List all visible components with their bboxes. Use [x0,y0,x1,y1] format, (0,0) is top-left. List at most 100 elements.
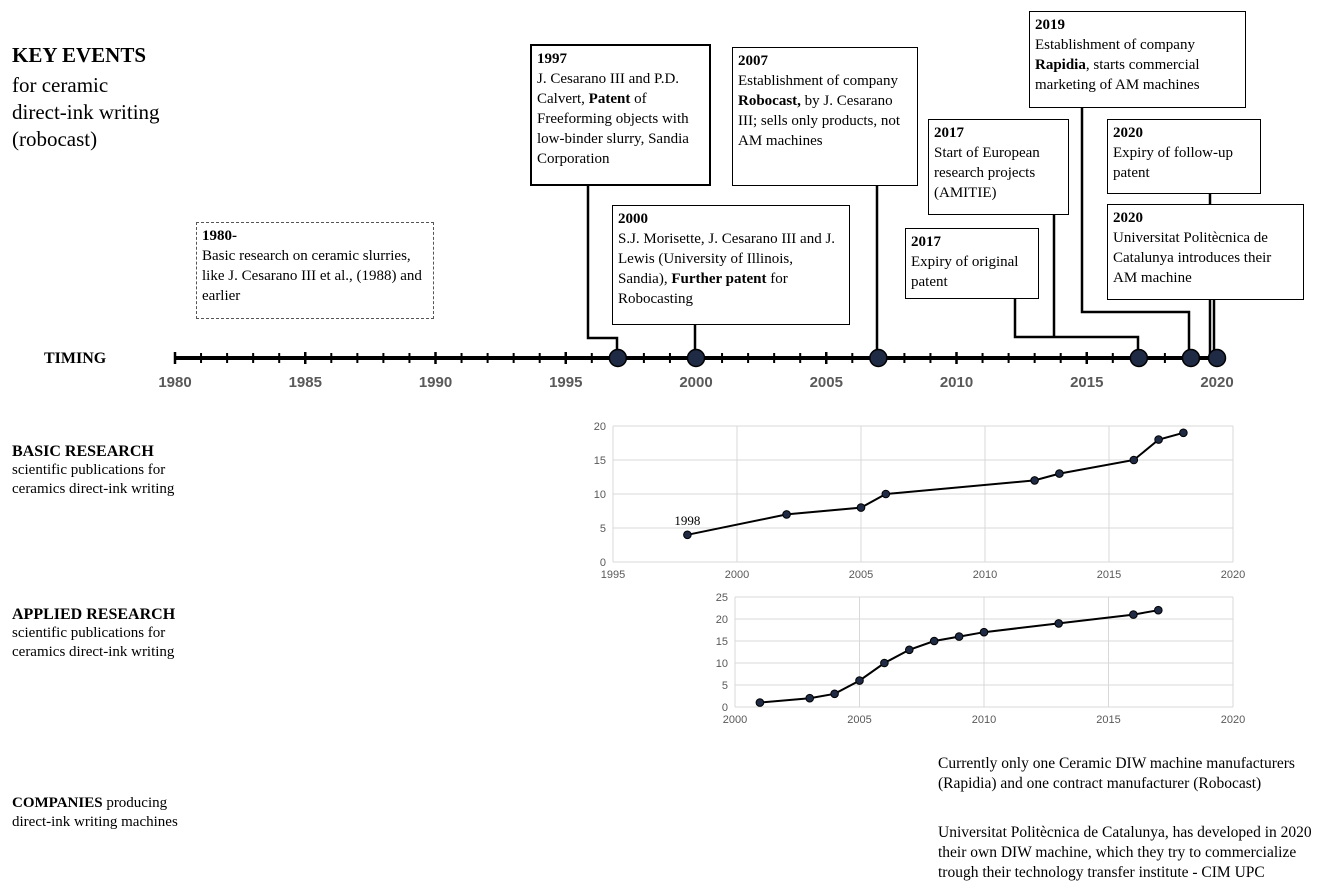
timeline-tick-label: 1980 [158,374,191,391]
chart-y-tick-label: 0 [722,702,728,714]
note-line: trough their technology transfer institu… [938,864,1265,881]
event-year: 2007 [738,53,768,69]
event-text: Start of European research projects (AMI… [934,145,1040,201]
chart-y-tick-label: 0 [600,557,606,569]
applied-research-label: APPLIED RESEARCH scientific publications… [12,606,222,662]
note-upc: Universitat Politècnica de Catalunya, ha… [938,823,1337,883]
chart-y-tick-label: 15 [594,455,606,467]
chart-data-point [855,676,864,685]
timeline-milestone-dot [869,348,888,368]
event-text: J. Cesarano III and P.D. Calvert, [537,71,680,107]
chart-y-tick-label: 20 [716,614,728,626]
chart-data-point [1054,619,1064,628]
chart-x-tick-label: 2000 [723,714,747,726]
subtitle-line: for ceramic [12,73,109,97]
chart-x-tick-label: 2010 [973,569,997,581]
timeline-milestone-dot [1207,348,1227,368]
timeline-tick-label: 2010 [940,374,973,391]
timeline-tick-label: 1995 [549,374,582,391]
timeline-tick-label: 2015 [1070,374,1103,391]
chart-y-tick-label: 25 [716,592,728,604]
section-title: APPLIED RESEARCH [12,606,176,623]
event-2017-projects: 2017 Start of European research projects… [928,119,1069,215]
timeline-tick-label: 2000 [679,374,712,391]
event-text: for Robocasting [618,271,788,307]
section-title-rest: producing [102,795,168,811]
chart-y-tick-label: 15 [716,636,728,648]
note-line: Universitat Politècnica de Catalunya, ha… [938,824,1312,841]
chart-data-point [1179,428,1188,438]
chart-data-point [979,627,989,637]
event-text: Expiry of original patent [911,254,1019,290]
note-line: their own DIW machine, which they try to… [938,844,1297,861]
section-title: COMPANIES [12,795,103,811]
chart-data-point [830,689,839,699]
event-text-bold: Further patent [671,271,767,287]
chart-data-point [929,636,939,646]
timeline-svg: 1980 1985 1990 1995 2000 2005 2010 2015 2020 [158,107,1234,391]
event-text: Basic research on ceramic slurries, like… [202,248,422,304]
chart-annotation: 1998 [674,513,700,528]
chart-y-tick-label: 5 [722,680,728,692]
chart-data-point [954,632,964,641]
event-year: 2020 [1113,210,1143,226]
chart-y-tick-label: 10 [716,658,728,670]
page-subtitle: for ceramic direct-ink writing (robocast… [12,72,232,153]
event-year: 1997 [537,51,567,67]
timeline-tick-label: 1990 [419,374,452,391]
event-year: 2017 [911,234,941,250]
chart-data-point [905,645,914,655]
section-desc: scientific publications for ceramics dir… [12,462,175,497]
event-1997: 1997 J. Cesarano III and P.D. Calvert, P… [530,44,711,186]
chart-data-point [1055,469,1064,478]
chart-y-tick-label: 5 [600,523,606,535]
note-manufacturers: Currently only one Ceramic DIW machine m… [938,754,1295,794]
event-year: 2020 [1113,125,1143,141]
event-text: Establishment of company [738,73,898,89]
chart-data-point [856,503,866,512]
chart-data-point [755,698,765,707]
chart-data-point [881,489,891,499]
timeline-milestone-dot [608,348,628,368]
event-text: of Freeforming objects with low-binder s… [537,91,689,167]
chart-data-point [782,510,791,519]
timeline-tick-label: 2005 [810,374,843,391]
chart-data-point [1129,455,1139,465]
subtitle-line: direct-ink writing [12,100,160,124]
chart-data-point [1154,605,1163,615]
chart-data-point [1030,476,1039,485]
page-title: KEY EVENTS [12,43,147,67]
timeline-tick-label: 1985 [289,374,322,391]
event-text: Universitat Politècnica de Catalunya int… [1113,230,1272,286]
chart-x-tick-label: 2005 [849,569,873,581]
note-line: Currently only one Ceramic DIW machine m… [938,755,1295,772]
event-year: 2019 [1035,17,1065,33]
chart-x-tick-label: 2000 [725,569,749,581]
chart-data-point [683,530,692,540]
event-2020-upc: 2020 Universitat Politècnica de Cataluny… [1107,204,1304,300]
timeline-milestone-dot [1129,348,1149,368]
timeline-tick-label: 2020 [1200,374,1233,391]
basic-research-chart: 0 5 10 15 20 1995 2000 2005 2010 2015 2020 1998 [594,421,1245,581]
chart-data-point [1129,610,1138,619]
chart-x-tick-label: 2020 [1221,714,1245,726]
event-2007: 2007 Establishment of company Robocast, … [732,47,918,186]
chart-series-line [759,609,1159,704]
note-line: (Rapidia) and one contract manufacturer … [938,775,1262,792]
companies-label: COMPANIES producing direct-ink writing m… [12,794,178,832]
chart-x-tick-label: 2015 [1096,714,1120,726]
event-text: S.J. Morisette, J. Cesarano III and J. L… [618,231,836,287]
event-year: 2017 [934,125,964,141]
chart-x-tick-label: 2010 [972,714,996,726]
chart-y-tick-label: 20 [594,421,606,433]
basic-research-label: BASIC RESEARCH scientific publications f… [12,443,222,499]
chart-x-tick-label: 2005 [847,714,871,726]
event-2019: 2019 Establishment of company Rapidia, s… [1029,11,1246,108]
event-2000: 2000 S.J. Morisette, J. Cesarano III and… [612,205,850,325]
event-2017-expiry: 2017 Expiry of original patent [905,228,1039,299]
connector-2019 [1080,107,1191,358]
chart-x-tick-label: 2020 [1221,569,1245,581]
event-year: 1980- [202,228,237,244]
chart-data-point [805,693,814,703]
event-year: 2000 [618,211,648,227]
